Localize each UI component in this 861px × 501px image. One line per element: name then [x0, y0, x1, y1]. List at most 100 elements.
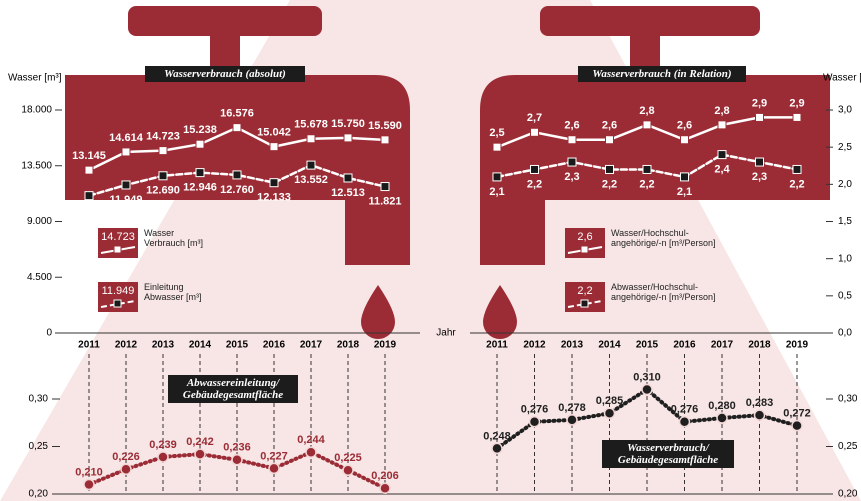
- marker: [566, 414, 578, 426]
- marker: [528, 416, 541, 428]
- data-label: 2,4: [714, 164, 730, 176]
- data-label: 14.614: [109, 132, 144, 144]
- data-label: 0,310: [633, 371, 661, 383]
- legend-value: 2,2: [577, 285, 592, 297]
- legend-marker: [580, 245, 589, 254]
- marker: [753, 409, 766, 421]
- y-tick-label: 0,0: [838, 328, 852, 339]
- marker: [492, 142, 502, 152]
- marker: [680, 172, 689, 182]
- marker: [306, 134, 316, 144]
- data-label: 0,244: [297, 434, 325, 446]
- data-label: 2,6: [602, 120, 617, 132]
- data-label: 0,239: [149, 439, 177, 451]
- marker: [379, 482, 391, 495]
- data-label: 0,248: [483, 430, 511, 442]
- marker: [305, 446, 317, 458]
- data-label: 13.552: [294, 174, 328, 186]
- data-label: 12.513: [331, 187, 365, 199]
- data-label: 0,283: [746, 397, 774, 409]
- data-label: 15.750: [331, 118, 365, 130]
- marker: [755, 112, 764, 122]
- x-tick-label: 2015: [636, 340, 659, 351]
- y-tick-label: 0,20: [838, 489, 858, 500]
- marker: [120, 463, 132, 476]
- data-label: 0,227: [260, 450, 288, 462]
- x-tick-label: 2011: [486, 340, 508, 351]
- data-label: 0,206: [371, 470, 399, 482]
- y-tick-label: 13.500: [21, 160, 52, 171]
- x-tick-label: 2019: [786, 340, 809, 351]
- marker: [791, 419, 803, 432]
- x-tick-label: 2018: [748, 340, 771, 351]
- marker: [603, 407, 616, 419]
- marker: [491, 442, 503, 455]
- marker: [231, 454, 243, 466]
- legend-label: Einleitung Abwasser [m³]: [144, 282, 202, 302]
- legend-marker: [580, 299, 589, 308]
- legend-label: Wasser/Hochschul-angehörige/-n [m³/Perso…: [611, 228, 716, 248]
- data-label: 11.949: [109, 194, 142, 206]
- marker: [121, 147, 131, 157]
- data-label: 0,272: [783, 408, 811, 420]
- data-label: 11.821: [368, 195, 401, 207]
- chart-title: Wasserverbrauch/ Gebäudegesamtfläche: [602, 440, 734, 468]
- y-tick-label: 18.000: [21, 105, 52, 116]
- marker: [343, 133, 353, 143]
- data-label: 2,2: [602, 178, 617, 190]
- marker: [342, 464, 354, 476]
- chart-title: Abwassereinleitung/ Gebäudegesamtfläche: [168, 375, 298, 403]
- marker: [158, 171, 168, 181]
- y-tick-label: 1,5: [838, 216, 852, 227]
- marker: [380, 182, 390, 192]
- legend-line: [567, 300, 603, 308]
- y-tick-label: 0,5: [838, 290, 852, 301]
- data-label: 15.238: [183, 124, 217, 136]
- data-label: 2,9: [752, 97, 767, 109]
- marker: [195, 168, 205, 178]
- faucet-handle: [540, 6, 760, 36]
- y-tick-label: 9.000: [27, 216, 52, 227]
- data-label: 12.760: [220, 184, 254, 196]
- data-label: 16.576: [220, 108, 254, 120]
- marker: [567, 135, 577, 145]
- marker: [530, 164, 539, 174]
- data-label: 14.723: [146, 131, 180, 143]
- marker: [678, 416, 691, 428]
- marker: [194, 448, 206, 460]
- faucet-pipe: [480, 75, 830, 265]
- y-tick-label: 2,0: [838, 179, 852, 190]
- y-tick-label: 3,0: [838, 105, 852, 116]
- data-label: 2,8: [714, 105, 729, 117]
- y-tick-label: 0,30: [29, 394, 49, 405]
- drop: [361, 285, 395, 339]
- marker: [642, 120, 652, 130]
- legend-line: [100, 300, 136, 308]
- y-axis-label: Wasser [m³]: [823, 73, 861, 84]
- y-tick-label: 4.500: [27, 272, 52, 283]
- x-axis-label: Jahr: [436, 328, 456, 339]
- marker: [84, 165, 94, 175]
- marker: [567, 157, 577, 167]
- data-label: 12.133: [257, 192, 291, 204]
- data-label: 2,1: [677, 186, 692, 198]
- data-label: 0,226: [112, 451, 140, 463]
- marker: [195, 139, 205, 149]
- x-tick-label: 2017: [711, 340, 734, 351]
- marker: [269, 178, 279, 188]
- y-tick-label: 0,20: [29, 489, 49, 500]
- marker: [121, 180, 131, 190]
- data-label: 2,1: [489, 186, 504, 198]
- data-label: 0,225: [334, 452, 362, 464]
- marker: [716, 412, 728, 424]
- marker: [232, 170, 242, 180]
- legend-value: 11.949: [102, 285, 135, 297]
- legend-marker: [113, 245, 122, 254]
- marker: [792, 112, 802, 122]
- marker: [83, 478, 95, 491]
- data-label: 0,285: [596, 395, 624, 407]
- x-tick-label: 2019: [374, 340, 397, 351]
- data-label: 0,210: [75, 466, 103, 478]
- y-tick-label: 2,5: [838, 142, 852, 153]
